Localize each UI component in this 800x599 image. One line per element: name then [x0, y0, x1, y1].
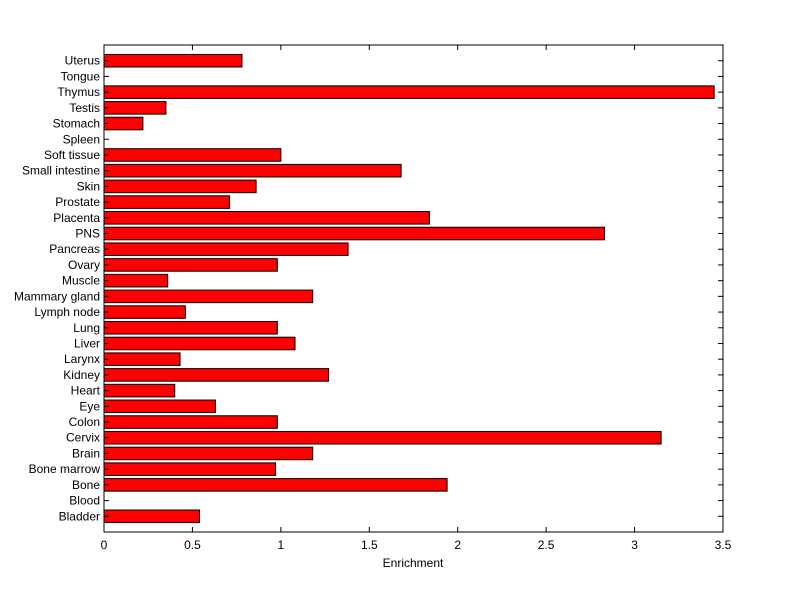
bar-brain: [103, 446, 314, 461]
x-tick-label: 1: [278, 538, 285, 552]
bar-bladder: [103, 509, 200, 524]
y-tick-label: Heart: [71, 384, 101, 398]
y-tick-label: Skin: [77, 179, 100, 193]
y-tick-label: Colon: [69, 415, 100, 429]
bar-stomach: [103, 116, 144, 131]
bar-heart: [103, 383, 176, 398]
y-tick-label: Uterus: [65, 54, 100, 68]
y-tick-label: PNS: [75, 227, 100, 241]
bar-prostate: [103, 195, 231, 209]
y-tick-label: Ovary: [68, 258, 100, 272]
y-tick-label: Small intestine: [22, 164, 100, 178]
x-axis-title: Enrichment: [383, 556, 444, 570]
y-tick-label: Lung: [73, 321, 100, 335]
y-tick-label: Stomach: [53, 117, 100, 131]
x-tick-label: 0.5: [184, 538, 201, 552]
y-tick-label: Blood: [69, 494, 100, 508]
y-tick-label: Bladder: [59, 509, 100, 523]
bar-small-intestine: [103, 163, 402, 178]
x-axis-ticks: 0 0.5 1 1.5 2 2.5 3 3.5: [101, 45, 732, 552]
y-tick-label: Placenta: [53, 211, 100, 225]
bar-mammary-gland: [103, 289, 314, 304]
plot-frame: [103, 44, 724, 533]
bar-lymph-node: [103, 305, 186, 319]
y-tick-label: Brain: [72, 446, 100, 460]
x-tick-label: 1.5: [361, 538, 378, 552]
y-tick-label: Cervix: [66, 431, 100, 445]
x-tick-label: 3: [631, 538, 638, 552]
bar-uterus: [103, 53, 243, 68]
x-tick-label: 2: [454, 538, 461, 552]
bar-placenta: [103, 211, 430, 225]
y-tick-label: Larynx: [64, 352, 100, 366]
x-tick-label: 0: [101, 538, 108, 552]
bar-skin: [103, 179, 257, 194]
bar-muscle: [103, 273, 169, 288]
x-tick-label: 2.5: [538, 538, 555, 552]
bar-cervix: [103, 430, 662, 445]
y-tick-label: Lymph node: [34, 305, 100, 319]
y-tick-label: Pancreas: [49, 242, 100, 256]
y-tick-label: Bone: [72, 478, 100, 492]
bar-thymus: [103, 85, 715, 99]
bar-bone-marrow: [103, 462, 277, 476]
y-tick-label: Tongue: [61, 69, 101, 83]
bar-lung: [103, 320, 278, 335]
y-tick-label: Bone marrow: [29, 462, 101, 476]
bar-pns: [103, 226, 606, 241]
bar-colon: [103, 415, 278, 429]
bar-ovary: [103, 258, 278, 272]
y-tick-label: Muscle: [62, 274, 100, 288]
y-tick-label: Kidney: [63, 368, 100, 382]
bar-eye: [103, 399, 216, 414]
bar-kidney: [103, 368, 330, 382]
x-tick-label: 3.5: [715, 538, 732, 552]
bar-testis: [103, 101, 167, 115]
y-tick-label: Thymus: [57, 85, 100, 99]
y-tick-label: Liver: [74, 336, 100, 350]
bar-soft-tissue: [103, 148, 282, 162]
y-tick-label: Eye: [79, 399, 100, 413]
y-tick-label: Spleen: [63, 132, 100, 146]
bar-pancreas: [103, 242, 349, 257]
y-tick-label: Prostate: [55, 195, 100, 209]
y-tick-label: Soft tissue: [44, 148, 100, 162]
bar-liver: [103, 336, 296, 351]
y-tick-label: Testis: [69, 101, 100, 115]
bar-bone: [103, 478, 448, 492]
y-tick-label: Mammary gland: [14, 289, 100, 303]
bar-larynx: [103, 352, 181, 366]
